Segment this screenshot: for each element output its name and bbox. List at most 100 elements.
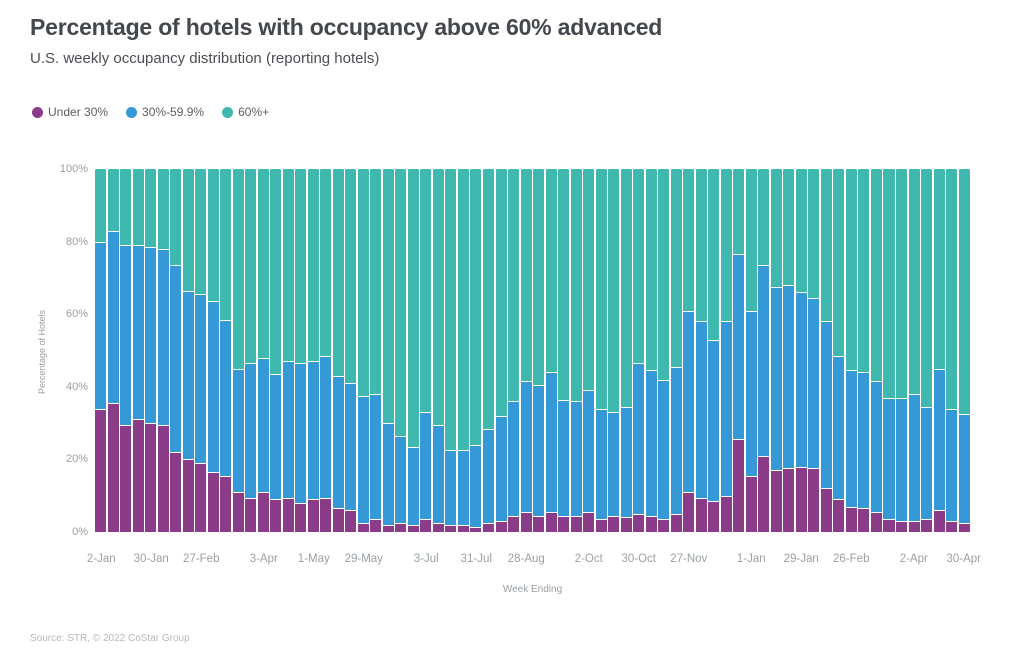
segment-30-59 <box>958 414 970 523</box>
bar-week-69[interactable] <box>946 169 958 532</box>
segment-60-plus <box>170 169 182 266</box>
bar-week-24[interactable] <box>382 169 394 532</box>
bar-week-63[interactable] <box>870 169 882 532</box>
bar-week-30[interactable] <box>457 169 469 532</box>
bar-week-49[interactable] <box>695 169 707 532</box>
segment-under-30 <box>182 459 194 532</box>
segment-under-30 <box>245 497 257 532</box>
bar-week-33[interactable] <box>495 169 507 532</box>
segment-under-30 <box>558 515 570 532</box>
bar-week-18[interactable] <box>307 169 319 532</box>
bar-week-47[interactable] <box>670 169 682 532</box>
bar-week-64[interactable] <box>883 169 895 532</box>
bar-week-40[interactable] <box>583 169 595 532</box>
bar-week-8[interactable] <box>182 169 194 532</box>
bar-week-61[interactable] <box>845 169 857 532</box>
chart-title: Percentage of hotels with occupancy abov… <box>30 14 663 40</box>
bar-week-2[interactable] <box>107 169 119 532</box>
bar-week-34[interactable] <box>508 169 520 532</box>
segment-60-plus <box>345 169 357 384</box>
bar-week-27[interactable] <box>420 169 432 532</box>
bar-week-53[interactable] <box>745 169 757 532</box>
bar-week-29[interactable] <box>445 169 457 532</box>
bar-week-58[interactable] <box>808 169 820 532</box>
bar-week-62[interactable] <box>858 169 870 532</box>
bar-week-36[interactable] <box>533 169 545 532</box>
legend-item-30-59[interactable]: 30%-59.9% <box>126 105 204 119</box>
bar-week-57[interactable] <box>795 169 807 532</box>
bar-week-6[interactable] <box>157 169 169 532</box>
segment-60-plus <box>232 169 244 369</box>
bar-week-17[interactable] <box>295 169 307 532</box>
bar-week-25[interactable] <box>395 169 407 532</box>
bar-week-9[interactable] <box>195 169 207 532</box>
segment-under-30 <box>195 463 207 532</box>
bar-week-20[interactable] <box>332 169 344 532</box>
bar-week-54[interactable] <box>758 169 770 532</box>
bar-week-32[interactable] <box>482 169 494 532</box>
bar-week-23[interactable] <box>370 169 382 532</box>
segment-30-59 <box>445 450 457 525</box>
bar-week-14[interactable] <box>257 169 269 532</box>
bar-week-15[interactable] <box>270 169 282 532</box>
bar-week-11[interactable] <box>220 169 232 532</box>
bar-week-42[interactable] <box>608 169 620 532</box>
bar-week-3[interactable] <box>120 169 132 532</box>
bar-week-5[interactable] <box>145 169 157 532</box>
segment-under-30 <box>933 510 945 532</box>
bar-week-56[interactable] <box>783 169 795 532</box>
bar-week-48[interactable] <box>683 169 695 532</box>
segment-30-59 <box>633 363 645 514</box>
segment-60-plus <box>858 169 870 373</box>
bar-week-16[interactable] <box>282 169 294 532</box>
bar-week-31[interactable] <box>470 169 482 532</box>
bar-week-26[interactable] <box>407 169 419 532</box>
bar-week-45[interactable] <box>645 169 657 532</box>
bar-week-22[interactable] <box>357 169 369 532</box>
y-tick-label: 60% <box>65 308 88 321</box>
bar-week-65[interactable] <box>896 169 908 532</box>
bar-week-60[interactable] <box>833 169 845 532</box>
bar-week-43[interactable] <box>620 169 632 532</box>
bar-week-1[interactable] <box>95 169 107 532</box>
segment-30-59 <box>145 247 157 424</box>
segment-30-59 <box>670 366 682 514</box>
bar-week-37[interactable] <box>545 169 557 532</box>
bar-week-41[interactable] <box>595 169 607 532</box>
bar-week-35[interactable] <box>520 169 532 532</box>
bar-week-68[interactable] <box>933 169 945 532</box>
bar-week-55[interactable] <box>770 169 782 532</box>
legend-item-60-plus[interactable]: 60%+ <box>222 105 269 119</box>
bar-week-28[interactable] <box>432 169 444 532</box>
bar-week-59[interactable] <box>820 169 832 532</box>
bar-week-52[interactable] <box>733 169 745 532</box>
bar-week-7[interactable] <box>170 169 182 532</box>
legend-label-60-plus: 60%+ <box>238 105 270 119</box>
bar-week-70[interactable] <box>958 169 970 532</box>
bar-week-4[interactable] <box>132 169 144 532</box>
segment-30-59 <box>733 254 745 440</box>
segment-under-30 <box>658 519 670 532</box>
bar-week-12[interactable] <box>232 169 244 532</box>
segment-60-plus <box>207 169 219 302</box>
segment-30-59 <box>570 401 582 516</box>
bar-week-19[interactable] <box>320 169 332 532</box>
segment-under-30 <box>257 492 269 532</box>
bar-week-44[interactable] <box>633 169 645 532</box>
segment-30-59 <box>908 394 920 522</box>
bar-week-10[interactable] <box>207 169 219 532</box>
bar-week-66[interactable] <box>908 169 920 532</box>
bar-week-39[interactable] <box>570 169 582 532</box>
bar-week-38[interactable] <box>558 169 570 532</box>
segment-under-30 <box>958 522 970 532</box>
segment-60-plus <box>307 169 319 362</box>
bar-week-13[interactable] <box>245 169 257 532</box>
bar-week-51[interactable] <box>720 169 732 532</box>
bar-week-46[interactable] <box>658 169 670 532</box>
bar-week-67[interactable] <box>921 169 933 532</box>
bar-week-21[interactable] <box>345 169 357 532</box>
segment-60-plus <box>570 169 582 402</box>
legend-item-under-30[interactable]: Under 30% <box>32 105 108 119</box>
bar-week-50[interactable] <box>708 169 720 532</box>
